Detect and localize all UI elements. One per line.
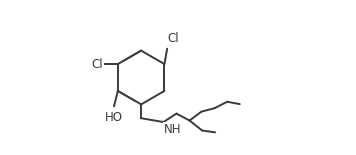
Text: Cl: Cl [91, 58, 103, 71]
Text: Cl: Cl [168, 32, 179, 45]
Text: NH: NH [164, 123, 182, 136]
Text: HO: HO [105, 111, 123, 124]
